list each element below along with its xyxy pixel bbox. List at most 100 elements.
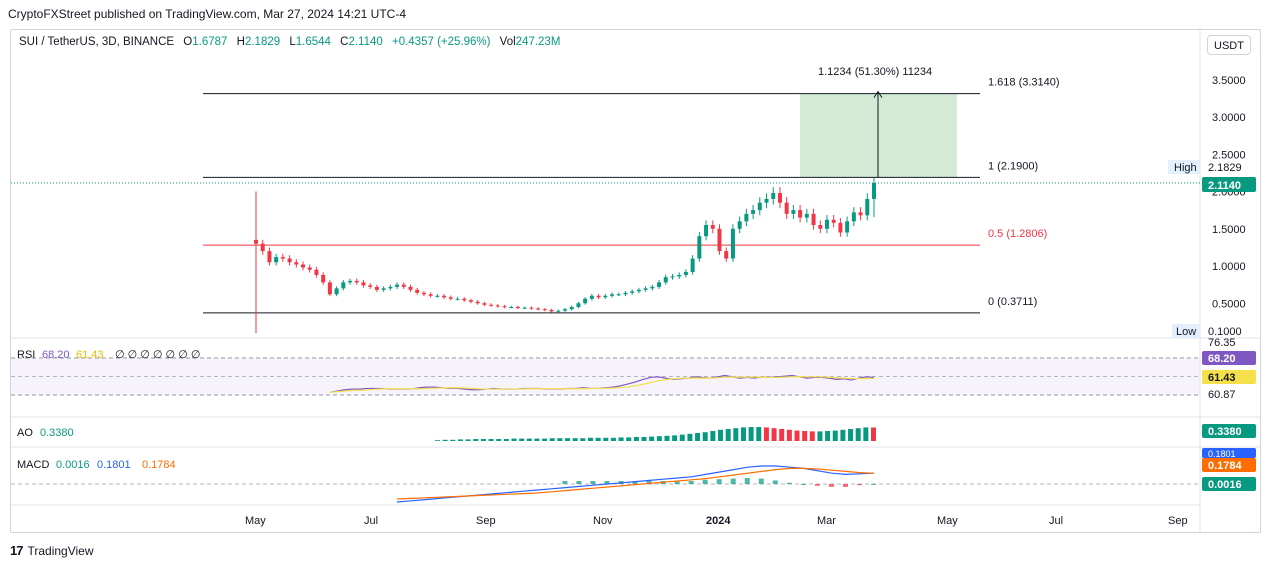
candle-body (563, 309, 567, 311)
macd-hist-bar (772, 480, 778, 484)
ao-bar (503, 439, 509, 441)
low-value-tag: 0.1000 (1208, 326, 1242, 338)
ao-bar (664, 435, 670, 441)
ao-bar (488, 439, 494, 441)
macd-tag: 0.1801 (1208, 449, 1236, 459)
ao-value: 0.3380 (40, 427, 74, 439)
high-value-tag: 2.1829 (1208, 162, 1242, 174)
candle-body (596, 295, 601, 298)
rsi-tick: 76.35 (1208, 337, 1236, 349)
ao-bar (748, 427, 754, 441)
macd-hist-bar (786, 482, 792, 484)
candle-body (254, 239, 258, 244)
y-tick-label: 2.5000 (1212, 149, 1246, 161)
ao-bar (511, 438, 517, 441)
macd-hist-bar (716, 479, 722, 484)
ao-bar (633, 437, 639, 441)
candle-body (643, 288, 648, 290)
candle-body (589, 295, 594, 299)
currency-button[interactable]: USDT (1207, 35, 1251, 55)
candle-body (529, 307, 534, 309)
macd-hist-bar (604, 481, 610, 484)
candle-body (455, 298, 460, 300)
publisher-line: CryptoFXStreet published on TradingView.… (8, 7, 406, 21)
ao-bar (672, 435, 678, 441)
candle-body (710, 225, 715, 229)
candle-body (542, 309, 547, 311)
candle-body (495, 305, 500, 307)
candle-body (489, 304, 494, 306)
low-value: 1.6544 (295, 36, 331, 48)
measure-arrowhead (873, 90, 883, 98)
candle-body (824, 219, 829, 229)
ao-bar (526, 438, 532, 441)
macd-hist-bar (576, 481, 582, 484)
macd-hist-bar (744, 478, 750, 484)
candle-body (515, 306, 520, 308)
candle-body (630, 291, 635, 293)
candle-body (549, 309, 554, 312)
fib-label: 0 (0.3711) (988, 296, 1037, 308)
candle-body (556, 310, 561, 312)
candle-body (603, 295, 608, 298)
candle-body (462, 298, 467, 301)
candle-body (274, 257, 279, 263)
x-tick-label: Jul (1049, 515, 1063, 527)
ao-tag: 0.3380 (1208, 426, 1242, 438)
ao-bar (786, 429, 792, 441)
macd-hist-value: 0.0016 (56, 459, 90, 471)
candle-body (670, 276, 675, 278)
ao-bar (817, 431, 823, 441)
ao-bar (519, 438, 525, 441)
candle-body (327, 282, 332, 295)
macd-hist-bar (842, 484, 848, 487)
signal-line (396, 467, 875, 500)
macd-label: MACD (17, 459, 49, 471)
ao-bar (871, 427, 876, 441)
candle-body (280, 257, 285, 259)
close-value: 2.1140 (348, 36, 383, 48)
ao-bar (656, 436, 662, 441)
ao-bar (496, 439, 502, 441)
candle-body (361, 282, 366, 286)
x-tick-label: Sep (1168, 515, 1188, 527)
macd-hist-tag-bg (1202, 477, 1256, 491)
ao-bar (718, 429, 724, 441)
ao-bar (473, 439, 479, 441)
rsi-ma-line (329, 375, 875, 393)
rsi-tick: 60.87 (1208, 389, 1236, 401)
candle-body (623, 292, 628, 295)
ao-bar (465, 439, 471, 441)
candle-body (751, 210, 756, 214)
ao-bar (863, 427, 869, 441)
candle-body (301, 264, 306, 268)
ao-bar (679, 434, 685, 441)
ao-bar (848, 429, 854, 441)
candle-body (764, 198, 769, 203)
candle-body (804, 213, 809, 218)
candle-body (663, 277, 668, 283)
candle-body (818, 225, 823, 229)
symbol-legend: SUI / TetherUS, 3D, BINANCE O1.6787 H2.1… (19, 36, 561, 48)
candle-body (610, 294, 615, 296)
ao-bar (641, 437, 647, 441)
candle-body (704, 225, 709, 237)
ao-bar (802, 431, 808, 441)
candle-body (475, 301, 480, 304)
macd-hist-bar (758, 478, 764, 484)
candle-body (858, 212, 863, 216)
ao-bar (855, 428, 861, 441)
candle-body (744, 213, 749, 222)
candle-body (798, 210, 803, 218)
volume-value: 247.23M (515, 36, 561, 48)
macd-hist-bar (590, 481, 596, 484)
tradingview-footer: 17 TradingView (10, 543, 94, 558)
candle-body (334, 288, 339, 295)
ao-bar (442, 439, 448, 441)
rsi-ma-tag: 61.43 (1208, 372, 1236, 384)
ao-bar (710, 431, 716, 441)
ao-bar (603, 437, 609, 441)
candle-body (576, 303, 581, 307)
y-tick-label: 0.5000 (1212, 298, 1246, 310)
